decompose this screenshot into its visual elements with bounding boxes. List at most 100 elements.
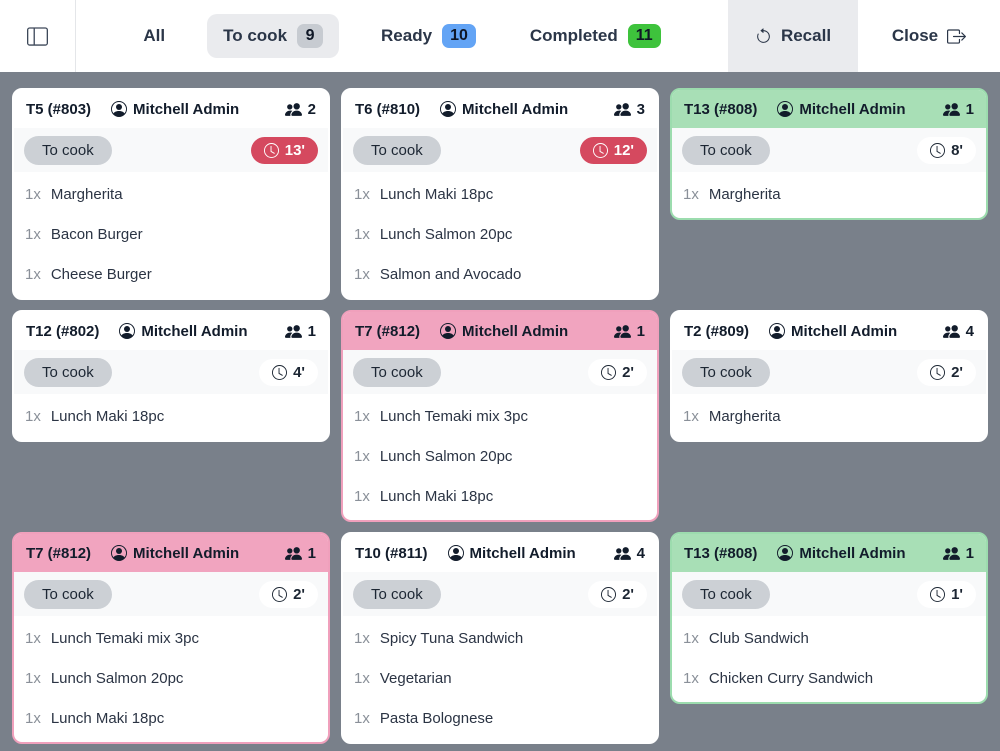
order-item[interactable]: 1x Lunch Maki 18pc bbox=[343, 174, 657, 214]
order-item[interactable]: 1x Lunch Temaki mix 3pc bbox=[343, 396, 657, 436]
status-badge: To cook bbox=[24, 135, 112, 165]
order-item[interactable]: 1x Margherita bbox=[672, 396, 986, 436]
clock-icon bbox=[272, 364, 288, 380]
guest-count: 1 bbox=[284, 322, 316, 340]
order-item[interactable]: 1x Margherita bbox=[672, 174, 986, 214]
person-circle-icon bbox=[777, 545, 794, 561]
item-name: Lunch Maki 18pc bbox=[379, 487, 494, 505]
order-card[interactable]: T2 (#809) Mitchell Admin 4 To cook bbox=[670, 310, 988, 442]
item-name: Margherita bbox=[50, 185, 123, 203]
order-items: 1x Margherita 1x Bacon Burger 1x Cheese Burge… bbox=[14, 172, 328, 298]
guest-count-value: 3 bbox=[636, 100, 645, 118]
item-name: Lunch Salmon 20pc bbox=[379, 225, 513, 243]
people-icon bbox=[284, 102, 302, 116]
order-items: 1x Spicy Tuna Sandwich 1x Vegetarian 1x Pasta… bbox=[343, 616, 657, 742]
item-name: Spicy Tuna Sandwich bbox=[379, 629, 524, 647]
status-badge: To cook bbox=[24, 357, 112, 387]
order-item[interactable]: 1x Bacon Burger bbox=[14, 214, 328, 254]
filter-tab-all[interactable]: All bbox=[131, 17, 177, 55]
order-item[interactable]: 1x Vegetarian bbox=[343, 658, 657, 698]
order-item[interactable]: 1x Spicy Tuna Sandwich bbox=[343, 618, 657, 658]
server: Mitchell Admin bbox=[777, 545, 906, 562]
panel-left-icon bbox=[27, 26, 48, 46]
filter-tab-to-cook[interactable]: To cook 9 bbox=[207, 14, 340, 58]
order-card-header: T2 (#809) Mitchell Admin 4 bbox=[672, 312, 986, 350]
order-item[interactable]: 1x Lunch Salmon 20pc bbox=[343, 436, 657, 476]
status-row: To cook 4' bbox=[14, 350, 328, 394]
order-item[interactable]: 1x Salmon and Avocado bbox=[343, 254, 657, 294]
item-name: Vegetarian bbox=[379, 669, 452, 687]
server-name: Mitchell Admin bbox=[133, 100, 240, 118]
order-card[interactable]: T7 (#812) Mitchell Admin 1 To cook bbox=[341, 310, 659, 522]
order-ref: T13 (#808) bbox=[684, 100, 758, 118]
order-card[interactable]: T13 (#808) Mitchell Admin 1 To cook bbox=[670, 532, 988, 704]
recall-button[interactable]: Recall bbox=[728, 0, 858, 72]
clock-icon bbox=[272, 586, 288, 602]
item-qty: 1x bbox=[354, 629, 370, 647]
recall-label: Recall bbox=[780, 26, 832, 45]
order-card-header: T6 (#810) Mitchell Admin 3 bbox=[343, 90, 657, 128]
order-card-header: T5 (#803) Mitchell Admin 2 bbox=[14, 90, 328, 128]
order-item[interactable]: 1x Lunch Maki 18pc bbox=[14, 698, 328, 738]
item-name: Lunch Maki 18pc bbox=[50, 407, 165, 425]
item-name: Margherita bbox=[708, 185, 781, 203]
order-items: 1x Lunch Maki 18pc 1x Lunch Salmon 20pc 1x Sa… bbox=[343, 172, 657, 298]
guest-count-value: 1 bbox=[307, 322, 316, 340]
guest-count: 1 bbox=[942, 545, 974, 562]
clock-icon bbox=[592, 142, 608, 158]
guest-count-value: 1 bbox=[965, 100, 974, 118]
logout-icon bbox=[947, 28, 967, 44]
item-name: Cheese Burger bbox=[50, 265, 152, 283]
order-item[interactable]: 1x Club Sandwich bbox=[672, 618, 986, 658]
timer-value: 13' bbox=[284, 141, 305, 159]
sidebar-toggle-button[interactable] bbox=[0, 0, 76, 72]
item-name: Club Sandwich bbox=[708, 629, 809, 647]
filter-count-badge: 9 bbox=[297, 24, 324, 48]
clock-icon bbox=[263, 142, 279, 158]
order-items: 1x Lunch Temaki mix 3pc 1x Lunch Salmon 20p… bbox=[14, 616, 328, 742]
item-qty: 1x bbox=[354, 709, 370, 727]
order-item[interactable]: 1x Lunch Temaki mix 3pc bbox=[14, 618, 328, 658]
server: Mitchell Admin bbox=[111, 101, 239, 118]
close-button[interactable]: Close bbox=[858, 0, 1000, 72]
person-circle-icon bbox=[111, 101, 128, 117]
order-item[interactable]: 1x Lunch Salmon 20pc bbox=[343, 214, 657, 254]
guest-count: 3 bbox=[613, 100, 645, 118]
timer-value: 2' bbox=[622, 363, 634, 381]
order-card[interactable]: T10 (#811) Mitchell Admin 4 To cook bbox=[341, 532, 659, 744]
status-badge: To cook bbox=[24, 579, 112, 609]
order-item[interactable]: 1x Lunch Maki 18pc bbox=[14, 396, 328, 436]
person-circle-icon bbox=[447, 545, 464, 561]
person-circle-icon bbox=[440, 101, 457, 117]
filter-count-badge: 11 bbox=[627, 24, 661, 48]
server-name: Mitchell Admin bbox=[462, 322, 569, 340]
order-item[interactable]: 1x Margherita bbox=[14, 174, 328, 214]
person-circle-icon bbox=[119, 323, 136, 339]
timer-badge: 12' bbox=[579, 136, 647, 164]
order-card[interactable]: T13 (#808) Mitchell Admin 1 To cook bbox=[670, 88, 988, 220]
order-item[interactable]: 1x Lunch Maki 18pc bbox=[343, 476, 657, 516]
guest-count: 1 bbox=[284, 544, 316, 562]
guest-count: 1 bbox=[613, 322, 645, 340]
people-icon bbox=[942, 102, 960, 116]
filter-tab-ready[interactable]: Ready 10 bbox=[369, 15, 488, 57]
guest-count-value: 1 bbox=[307, 544, 316, 562]
filter-tab-completed[interactable]: Completed 11 bbox=[518, 15, 673, 57]
guest-count-value: 1 bbox=[636, 322, 645, 340]
timer-badge: 2' bbox=[259, 580, 318, 608]
clock-icon bbox=[930, 586, 946, 602]
order-card[interactable]: T6 (#810) Mitchell Admin 3 To cook bbox=[341, 88, 659, 300]
order-item[interactable]: 1x Cheese Burger bbox=[14, 254, 328, 294]
order-item[interactable]: 1x Pasta Bolognese bbox=[343, 698, 657, 738]
order-items: 1x Club Sandwich 1x Chicken Curry Sandwich bbox=[672, 616, 986, 702]
order-item[interactable]: 1x Chicken Curry Sandwich bbox=[672, 658, 986, 698]
order-card[interactable]: T12 (#802) Mitchell Admin 1 To cook bbox=[12, 310, 330, 442]
order-card-header: T10 (#811) Mitchell Admin 4 bbox=[343, 534, 657, 572]
timer-badge: 13' bbox=[250, 136, 318, 164]
item-qty: 1x bbox=[25, 407, 41, 425]
order-card[interactable]: T7 (#812) Mitchell Admin 1 To cook bbox=[12, 532, 330, 744]
order-item[interactable]: 1x Lunch Salmon 20pc bbox=[14, 658, 328, 698]
order-card[interactable]: T5 (#803) Mitchell Admin 2 To cook bbox=[12, 88, 330, 300]
item-name: Pasta Bolognese bbox=[379, 709, 494, 727]
timer-badge: 1' bbox=[917, 580, 976, 608]
